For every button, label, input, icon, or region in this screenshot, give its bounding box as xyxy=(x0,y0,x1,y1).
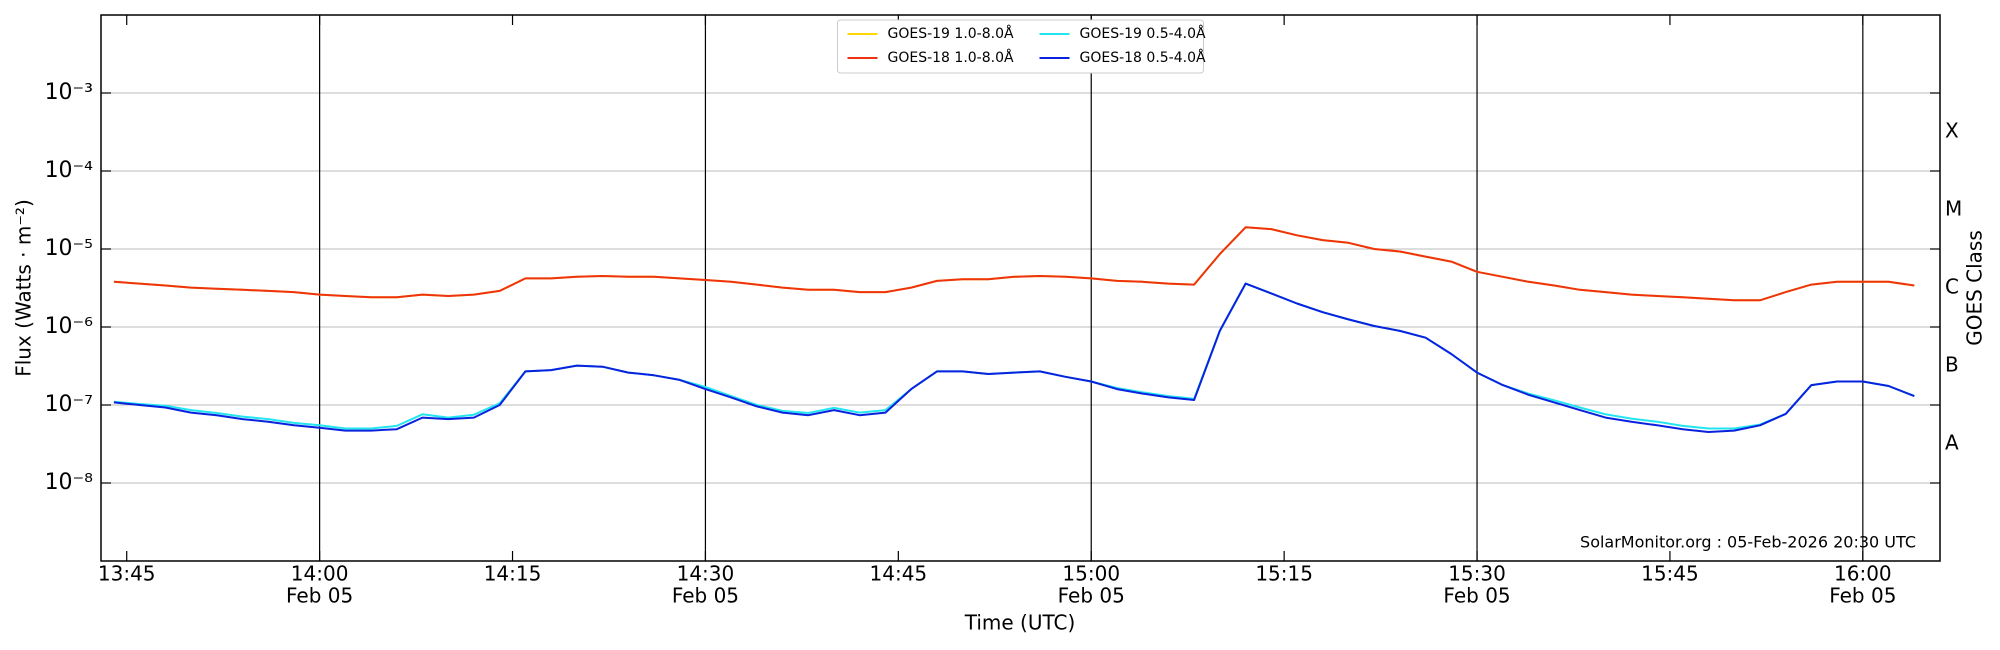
x-tick-label: 13:45 xyxy=(98,562,156,586)
legend-label: GOES-19 1.0-8.0Å xyxy=(888,25,1014,42)
y-tick-label: 10⁻⁴ xyxy=(45,158,94,183)
legend-label: GOES-18 0.5-4.0Å xyxy=(1080,49,1206,66)
series-line xyxy=(113,226,1915,302)
x-tick-label: 14:00 xyxy=(291,562,349,586)
x-tick-label: 15:30 xyxy=(1448,562,1506,586)
x-axis-label: Time (UTC) xyxy=(964,611,1076,635)
x-tick-date: Feb 05 xyxy=(1829,584,1896,608)
y2-tick-label: X xyxy=(1945,119,1959,143)
x-tick-label: 14:45 xyxy=(870,562,928,586)
plot-frame xyxy=(100,14,1941,562)
x-tick-date: Feb 05 xyxy=(286,584,353,608)
x-tick-label: 14:15 xyxy=(484,562,542,586)
y-axis-label: Flux (Watts · m⁻²) xyxy=(12,199,36,377)
legend: GOES-19 1.0-8.0Å GOES-18 1.0-8.0Å GOES-19 … xyxy=(837,19,1206,74)
y-tick-label: 10⁻⁵ xyxy=(45,236,93,261)
y-tick-label: 10⁻⁸ xyxy=(45,470,94,495)
legend-box xyxy=(837,19,1204,74)
x-tick-label: 15:45 xyxy=(1641,562,1699,586)
x-tick-label: 16:00 xyxy=(1834,562,1892,586)
x-tick-label: 14:30 xyxy=(677,562,735,586)
series-line xyxy=(113,282,1915,433)
y2-tick-label: B xyxy=(1945,353,1959,377)
y2-tick-label: C xyxy=(1945,275,1959,299)
x-tick-label: 15:15 xyxy=(1255,562,1313,586)
x-tick-label: 15:00 xyxy=(1062,562,1120,586)
x-tick-date: Feb 05 xyxy=(672,584,739,608)
y2-axis-label: GOES Class xyxy=(1963,230,1987,346)
legend-label: GOES-18 1.0-8.0Å xyxy=(888,49,1014,66)
y-tick-label: 10⁻⁷ xyxy=(45,392,93,417)
x-tick-date: Feb 05 xyxy=(1058,584,1125,608)
y2-tick-label: A xyxy=(1945,431,1959,455)
series-line xyxy=(113,226,1915,302)
y-tick-label: 10⁻⁶ xyxy=(45,314,94,339)
series-line xyxy=(113,282,1915,430)
legend-label: GOES-19 0.5-4.0Å xyxy=(1080,25,1206,42)
annotation: SolarMonitor.org : 05-Feb-2026 20:30 UTC xyxy=(1580,533,1916,552)
y-tick-label: 10⁻³ xyxy=(45,80,93,105)
y2-tick-label: M xyxy=(1945,197,1962,221)
x-tick-date: Feb 05 xyxy=(1443,584,1510,608)
